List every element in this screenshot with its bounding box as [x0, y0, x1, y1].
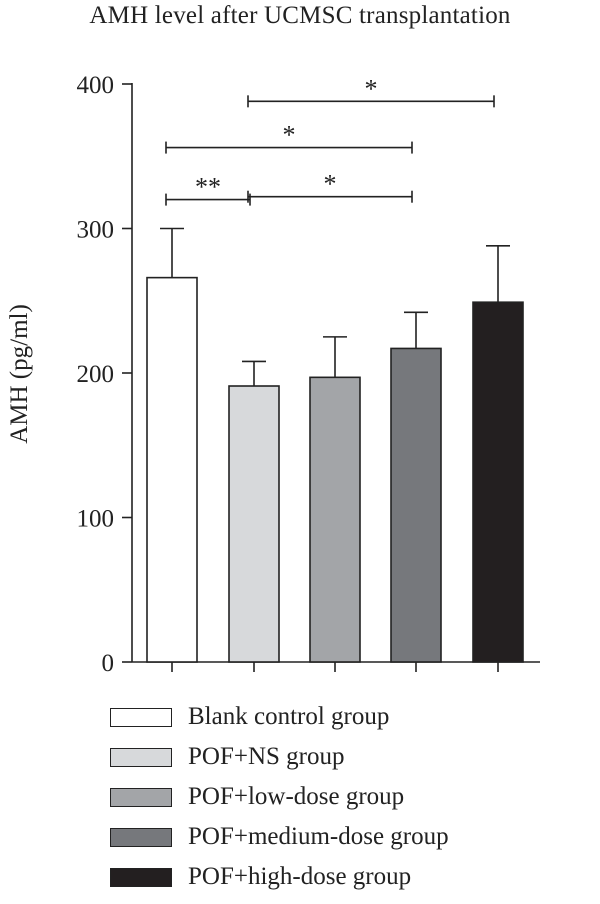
bar-0 — [146, 276, 198, 663]
sig-label-2: * — [283, 121, 296, 150]
legend-label-0: Blank control group — [188, 703, 390, 730]
y-tick-label-3: 300 — [77, 217, 115, 244]
y-axis-label: AMH (pg/ml) — [6, 304, 33, 444]
bar-2 — [309, 376, 361, 663]
y-tick-label-4: 400 — [77, 72, 115, 99]
legend-swatch-3 — [110, 827, 172, 847]
bar-1 — [228, 385, 280, 663]
legend-swatch-2 — [110, 787, 172, 807]
sig-label-0: ** — [195, 173, 221, 202]
legend: Blank control group POF+NS group POF+low-d… — [110, 697, 449, 897]
legend-item-0: Blank control group — [110, 697, 449, 737]
legend-swatch-4 — [110, 867, 172, 887]
legend-label-4: POF+high-dose group — [188, 863, 412, 890]
legend-label-2: POF+low-dose group — [188, 783, 405, 810]
legend-label-1: POF+NS group — [188, 743, 345, 770]
sig-label-1: * — [324, 170, 337, 199]
legend-swatch-1 — [110, 747, 172, 767]
y-tick-label-1: 100 — [77, 506, 115, 533]
legend-item-3: POF+medium-dose group — [110, 817, 449, 857]
y-tick-label-2: 200 — [77, 361, 115, 388]
bar-4 — [472, 301, 524, 663]
bar-3 — [390, 347, 442, 663]
legend-swatch-0 — [110, 707, 172, 727]
legend-item-1: POF+NS group — [110, 737, 449, 777]
chart-title: AMH level after UCMSC transplantation — [89, 2, 511, 29]
sig-label-3: * — [365, 74, 378, 103]
legend-item-4: POF+high-dose group — [110, 857, 449, 897]
legend-label-3: POF+medium-dose group — [188, 823, 449, 850]
legend-item-2: POF+low-dose group — [110, 777, 449, 817]
y-tick-label-0: 0 — [102, 650, 115, 677]
